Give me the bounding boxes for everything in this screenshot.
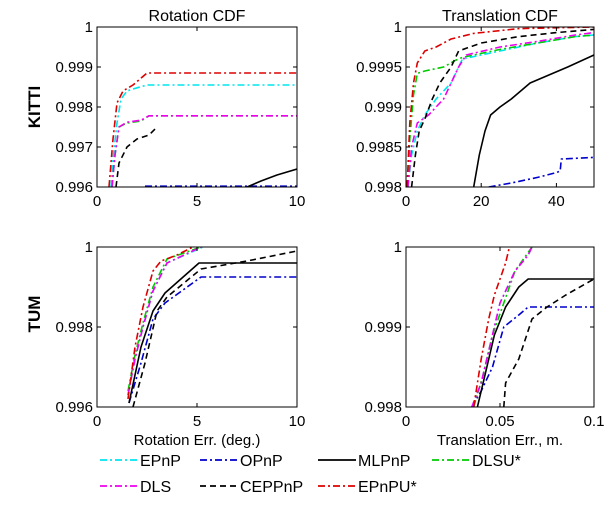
series-line-ceppnp (410, 28, 594, 187)
y-tick-label: 1 (85, 239, 93, 256)
x-tick-label: 40 (548, 193, 565, 210)
legend-item-opnp: OPnP (200, 453, 283, 470)
legend: EPnP OPnP MLPnP DLSU* DLS CEPPnP EPnPU* (100, 453, 521, 496)
x-tick-label: 0 (93, 193, 101, 210)
y-tick-label: 0.9995 (356, 59, 402, 76)
legend-label: EPnP (140, 453, 181, 470)
series-line-ceppnp (132, 250, 297, 407)
series-line-epnpu (108, 72, 297, 187)
x-tick-label: 0 (402, 413, 410, 430)
series-line-epnpu (406, 27, 594, 187)
axes-frame (96, 26, 298, 188)
legend-item-epnp: EPnP (100, 453, 181, 470)
x-tick-label: 10 (289, 193, 306, 210)
x-tick-label: 0.1 (584, 413, 605, 430)
y-tick-label: 0.998 (364, 399, 402, 416)
y-tick-label: 0.9985 (356, 139, 402, 156)
x-tick-label: 5 (193, 413, 201, 430)
y-tick-label: 0.999 (364, 99, 402, 116)
y-tick-label: 0.997 (55, 139, 93, 156)
series-line-mlpnp (476, 278, 594, 407)
series-line-opnp (471, 306, 594, 407)
legend-label: CEPPnP (240, 479, 303, 496)
series-line-mlpnp (246, 168, 297, 187)
y-tick-label: 1 (394, 239, 402, 256)
series-line-dlsu (407, 34, 594, 187)
series-line-epnp (407, 34, 594, 187)
series-line-ceppnp (115, 126, 158, 187)
row-label-tum: TUM (25, 296, 44, 333)
kitti-rotation-panel: 0 5 10 0.996 0.997 0.998 0.999 1 Rotation CDF (55, 8, 305, 210)
series-line-dls (407, 31, 594, 187)
x-tick-label: 0 (402, 193, 410, 210)
y-tick-label: 0.998 (55, 99, 93, 116)
x-tick-label: 10 (289, 413, 306, 430)
y-tick-label: 1 (394, 19, 402, 36)
y-tick-label: 0.998 (364, 179, 402, 196)
x-tick-label: 5 (193, 193, 201, 210)
y-tick-label: 0.999 (55, 59, 93, 76)
axes-frame (96, 246, 298, 408)
legend-item-ceppnp: CEPPnP (200, 479, 303, 496)
series-line-ceppnp (503, 278, 594, 407)
tum-translation-panel: 0 0.05 0.1 0.998 0.999 1 Translation Err., m. (364, 239, 604, 449)
panel-title: Translation CDF (442, 8, 558, 25)
legend-label: EPnPU* (358, 479, 417, 496)
legend-label: MLPnP (358, 453, 410, 470)
legend-label: DLSU* (472, 453, 521, 470)
panel-title: Rotation CDF (149, 8, 246, 25)
legend-item-dlsu: DLSU* (432, 453, 521, 470)
series-line-mlpnp (472, 54, 594, 187)
y-tick-label: 0.999 (364, 319, 402, 336)
x-axis-label: Rotation Err. (deg.) (134, 432, 261, 449)
x-tick-label: 0.05 (485, 413, 514, 430)
series-line-epnpu (472, 247, 511, 407)
legend-label: OPnP (240, 453, 283, 470)
legend-label: DLS (140, 479, 171, 496)
x-tick-label: 0 (93, 413, 101, 430)
series-line-epnp (110, 84, 297, 187)
series-line-opnp (488, 156, 594, 187)
axes-frame (405, 246, 595, 408)
y-tick-label: 0.998 (55, 319, 93, 336)
legend-item-dls: DLS (100, 479, 171, 496)
kitti-translation-panel: 0 20 40 0.998 0.9985 0.999 0.9995 1 Translation … (356, 8, 595, 210)
legend-item-mlpnp: MLPnP (318, 453, 410, 470)
tum-rotation-panel: 0 5 10 0.996 0.998 1 Rotation Err. (deg.) (55, 239, 305, 449)
y-tick-label: 0.996 (55, 399, 93, 416)
series-line-epnpu (127, 247, 194, 400)
x-axis-label: Translation Err., m. (437, 432, 563, 449)
y-tick-label: 0.996 (55, 179, 93, 196)
y-tick-label: 1 (85, 19, 93, 36)
series-line-dls (471, 247, 533, 407)
legend-item-epnpu: EPnPU* (318, 479, 417, 496)
row-label-kitti: KITTI (25, 86, 44, 129)
series-line-dlsu (111, 115, 297, 187)
series-line-dls (127, 247, 202, 396)
series-line-mlpnp (128, 262, 297, 404)
series-line-dls (111, 115, 297, 187)
x-tick-label: 20 (473, 193, 490, 210)
series-line-opnp (128, 276, 297, 404)
